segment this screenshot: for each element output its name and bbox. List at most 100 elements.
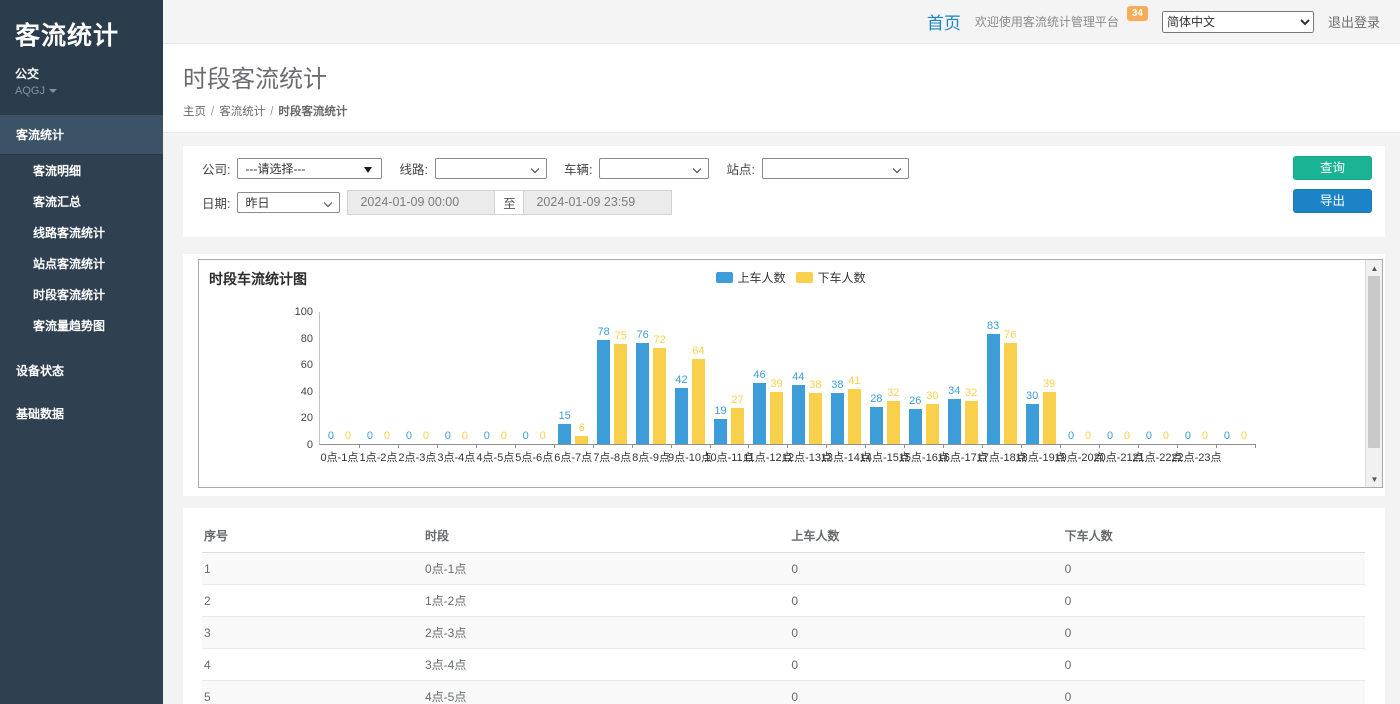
vehicle-select[interactable] bbox=[599, 157, 710, 179]
chart-vertical-scrollbar[interactable]: ▲ ▼ bbox=[1365, 260, 1382, 487]
bar-column: 0 bbox=[363, 430, 376, 444]
breadcrumb-separator: / bbox=[211, 106, 215, 118]
org-code-dropdown[interactable]: AQGJ bbox=[15, 85, 149, 97]
chart-panel: 时段车流统计图 上车人数 下车人数 0 20 40 60 80 100 0 0 0点-1点 0 0 1… bbox=[183, 254, 1385, 496]
date-start-input[interactable]: 2024-01-09 00:00 bbox=[347, 189, 496, 215]
table-cell: 5 bbox=[202, 680, 423, 704]
bar[interactable] bbox=[731, 408, 744, 444]
sidebar-subitem-0-2[interactable]: 线路客流统计 bbox=[33, 226, 106, 240]
line-select[interactable] bbox=[434, 157, 547, 179]
bar[interactable] bbox=[886, 401, 900, 444]
scrollbar-thumb[interactable] bbox=[1368, 276, 1380, 448]
bar[interactable] bbox=[714, 418, 727, 444]
bar[interactable] bbox=[964, 401, 978, 444]
bar-column: 39 bbox=[1042, 378, 1056, 444]
bar-column: 28 bbox=[869, 393, 883, 444]
query-button[interactable]: 查询 bbox=[1293, 156, 1372, 180]
bar[interactable] bbox=[830, 393, 844, 444]
chart-category: 0 0 19点-20点 bbox=[1055, 312, 1105, 464]
bar-value-label: 32 bbox=[887, 387, 900, 400]
scroll-down-icon[interactable]: ▼ bbox=[1370, 474, 1379, 484]
date-end-input[interactable]: 2024-01-09 23:59 bbox=[523, 189, 673, 215]
bar-pair: 46 39 bbox=[752, 368, 783, 444]
language-select[interactable]: 简体中文 bbox=[1161, 10, 1314, 33]
bar[interactable] bbox=[653, 348, 667, 444]
bar-value-label: 83 bbox=[987, 319, 1000, 332]
bar[interactable] bbox=[692, 358, 706, 444]
bar[interactable] bbox=[752, 382, 766, 444]
bar-pair: 44 38 bbox=[791, 371, 822, 444]
bar-value-label: 46 bbox=[753, 368, 766, 381]
breadcrumb-item-0[interactable]: 主页 bbox=[183, 106, 206, 118]
bar-plot: 0 0 0点-1点 0 0 1点-2点 0 0 2点-3点 0 0 3点-4点 0 0 4点-5点 0 0 5点-… bbox=[319, 312, 1256, 464]
legend-item-1[interactable]: 下车人数 bbox=[795, 269, 866, 286]
bar[interactable] bbox=[925, 404, 939, 444]
bar-pair: 76 72 bbox=[636, 329, 667, 444]
x-tick-label: 17点-18点 bbox=[976, 452, 1027, 464]
bar[interactable] bbox=[869, 406, 883, 444]
bar[interactable] bbox=[908, 409, 922, 444]
bar[interactable] bbox=[558, 424, 572, 444]
notification-badge[interactable]: 34 bbox=[1126, 6, 1148, 21]
sidebar-subitem-0-0[interactable]: 客流明细 bbox=[33, 164, 82, 178]
bar-column: 83 bbox=[986, 319, 1000, 444]
chart-category: 0 0 4点-5点 bbox=[476, 312, 516, 464]
bar-pair: 19 27 bbox=[714, 394, 744, 444]
bar[interactable] bbox=[1003, 342, 1017, 444]
bar[interactable] bbox=[847, 389, 861, 444]
sidebar-subitem-0-5[interactable]: 客流量趋势图 bbox=[33, 319, 106, 333]
bar[interactable] bbox=[808, 393, 822, 444]
company-select[interactable]: ---请选择--- bbox=[237, 157, 383, 179]
breadcrumb-item-1[interactable]: 客流统计 bbox=[219, 106, 266, 118]
sidebar-section-2[interactable]: 基础数据 bbox=[16, 407, 65, 421]
bar-column: 39 bbox=[769, 378, 783, 444]
bar[interactable] bbox=[769, 392, 783, 444]
bar[interactable] bbox=[675, 388, 689, 444]
bar-column: 78 bbox=[597, 326, 611, 444]
sidebar-subitem-0-4[interactable]: 时段客流统计 bbox=[33, 288, 106, 302]
station-select[interactable] bbox=[761, 157, 909, 179]
bar[interactable] bbox=[614, 344, 628, 444]
bar-column: 0 bbox=[402, 430, 415, 444]
x-tick-label: 7点-8点 bbox=[593, 452, 632, 464]
bar[interactable] bbox=[947, 398, 961, 444]
bar-column: 0 bbox=[1142, 430, 1155, 444]
table-row-3: 4 3点-4点 0 0 bbox=[202, 648, 1365, 681]
chart-category: 0 0 20点-21点 bbox=[1093, 312, 1143, 464]
sidebar-subitem-0-1[interactable]: 客流汇总 bbox=[33, 195, 82, 209]
bar[interactable] bbox=[1025, 404, 1039, 444]
bar-value-label: 39 bbox=[1043, 378, 1056, 391]
bar-value-label: 19 bbox=[714, 404, 727, 417]
nav-home-link[interactable]: 首页 bbox=[926, 14, 961, 33]
logout-link[interactable]: 退出登录 bbox=[1327, 15, 1380, 30]
date-preset-select[interactable]: 昨日 bbox=[237, 191, 341, 213]
bar[interactable] bbox=[1042, 392, 1056, 444]
bar[interactable] bbox=[986, 333, 1000, 444]
sidebar-section-1[interactable]: 设备状态 bbox=[16, 364, 65, 378]
sidebar-menu: 客流统计客流明细客流汇总线路客流统计 站点客流统计 时段客流统计 客流量趋势图设备状态… bbox=[0, 114, 163, 435]
bar[interactable] bbox=[791, 385, 805, 444]
bar-pair: 83 76 bbox=[986, 319, 1017, 444]
bar-value-label: 0 bbox=[327, 430, 335, 442]
scroll-up-icon[interactable]: ▲ bbox=[1370, 263, 1379, 273]
bar[interactable] bbox=[636, 342, 650, 444]
sidebar-subitem-0-3[interactable]: 站点客流统计 bbox=[33, 257, 106, 271]
bar[interactable] bbox=[575, 436, 589, 444]
chart-category: 0 0 0点-1点 bbox=[320, 312, 360, 464]
x-tick-label: 21点-22点 bbox=[1132, 452, 1183, 464]
bar-value-label: 0 bbox=[1085, 430, 1092, 442]
x-tick-label: 11点-12点 bbox=[743, 452, 793, 464]
bar-value-label: 0 bbox=[539, 430, 546, 442]
bar-column: 76 bbox=[1003, 329, 1017, 444]
table-cell: 1 bbox=[202, 552, 423, 585]
filter-panel: 公司: ---请选择--- 线路: 车辆: 站点: 日期: 昨日 2024-01… bbox=[183, 146, 1385, 237]
export-button[interactable]: 导出 bbox=[1293, 189, 1372, 213]
bar[interactable] bbox=[597, 340, 611, 444]
bar-pair: 78 75 bbox=[597, 326, 628, 444]
sidebar-section-0[interactable]: 客流统计 bbox=[0, 114, 163, 155]
chart-category: 0 0 22点-23点 bbox=[1171, 312, 1221, 464]
legend-item-0[interactable]: 上车人数 bbox=[715, 269, 786, 286]
